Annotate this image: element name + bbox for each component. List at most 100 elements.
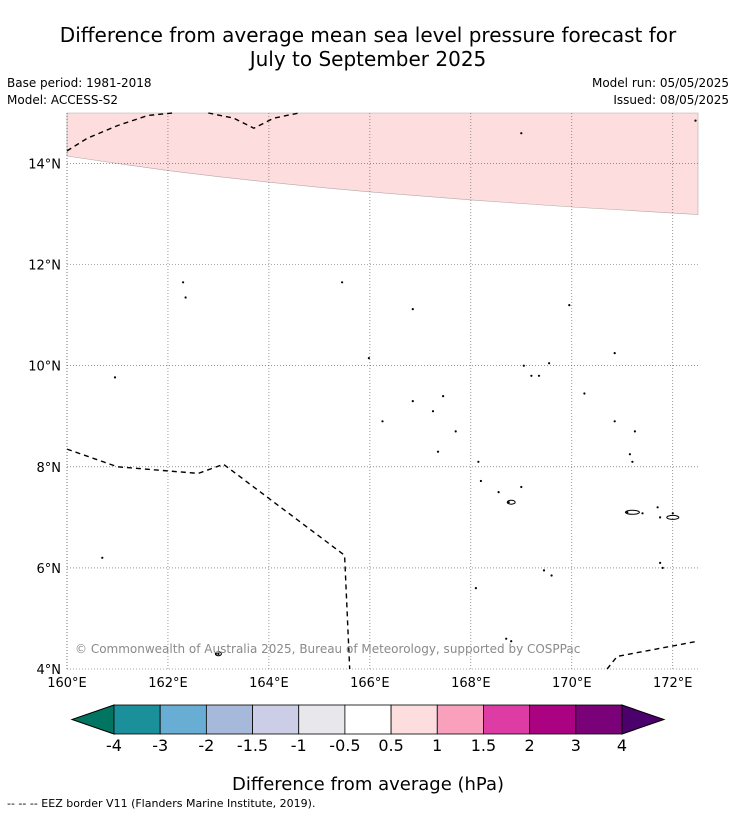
map-plot-area: 160°E 162°E 164°E 166°E 168°E 170°E 172°E 4°N 6°… (28, 112, 699, 691)
atoll-outline (666, 514, 680, 520)
longitude-tick-label: 168°E (451, 676, 491, 691)
island-coastline (381, 420, 384, 423)
island-coastline (436, 450, 440, 453)
colorbar-tick-label: 0.5 (378, 736, 403, 755)
colorbar-max-arrow (621, 704, 666, 735)
eez-footnote: -- -- -- EEZ border V11 (Flanders Marine… (7, 797, 316, 810)
colorbar-tick-label: 1 (432, 736, 442, 755)
island-coastline (411, 308, 414, 311)
colorbar-tick-label: -0.5 (329, 736, 360, 755)
island-coastline (479, 479, 482, 483)
latitude-tick-label: 12°N (28, 259, 61, 274)
island-coastline (182, 281, 185, 284)
eez-border-line (66, 112, 174, 152)
colorbar-swatch (483, 704, 531, 735)
island-coastline (477, 460, 480, 463)
forecast-map: 160°E 162°E 164°E 166°E 168°E 170°E 172°E 4°N 6°… (28, 112, 699, 755)
colorbar-swatch (390, 704, 438, 735)
colorbar-swatch (298, 704, 346, 735)
island-coastline (474, 587, 477, 590)
colorbar-tick-label: 4 (617, 736, 627, 755)
latitude-tick-label: 6°N (37, 562, 62, 577)
island-coastline (367, 357, 370, 360)
atoll-outline (506, 499, 516, 505)
island-coastline (661, 566, 664, 570)
colorbar-label: Difference from average (hPa) (231, 774, 505, 795)
island-coastline (507, 501, 510, 504)
latitude-tick-label: 10°N (28, 360, 61, 375)
island-coastline (631, 460, 634, 463)
island-coastline (530, 374, 533, 377)
island-coastline (659, 516, 662, 519)
atoll-outline (624, 509, 640, 515)
colorbar-swatch (344, 704, 392, 735)
colorbar-swatch (436, 704, 484, 735)
colorbar-swatch (252, 704, 300, 735)
island-coastline (522, 364, 525, 367)
latitude-tick-label: 4°N (37, 663, 62, 678)
longitude-tick-label: 160°E (47, 676, 87, 691)
copyright-notice: © Commonwealth of Australia 2025, Bureau… (75, 642, 581, 656)
island-coastline (626, 511, 629, 514)
island-coastline (510, 640, 513, 643)
island-coastline (505, 637, 508, 640)
eez-border-line (606, 640, 699, 670)
island-coastline (694, 119, 697, 122)
latitude-tick-label: 14°N (28, 158, 61, 173)
colorbar-tick-label: -3 (152, 736, 168, 755)
island-coastline (550, 574, 553, 577)
colorbar-swatch (205, 704, 253, 735)
colorbar-swatch (159, 704, 207, 735)
colorbar-swatch (529, 704, 577, 735)
island-coastline (542, 569, 546, 572)
island-coastline (431, 410, 435, 413)
island-coastline (583, 392, 586, 395)
colorbar: -4 -3 -2 -1.5 -1 -0.5 0.5 1 1.5 2 3 4 (70, 704, 666, 755)
eez-border-line (66, 448, 351, 670)
eez-border-line (208, 112, 300, 129)
island-coastline (613, 352, 616, 355)
island-coastline (659, 561, 662, 565)
island-coastline (497, 491, 500, 494)
colorbar-tick-label: 3 (571, 736, 581, 755)
chart-title-line-2: July to September 2025 (249, 47, 487, 71)
atoll-outline (214, 651, 222, 657)
issued-date: Issued: 08/05/2025 (613, 93, 729, 107)
colorbar-tick-label: -1 (291, 736, 307, 755)
island-coastline (568, 304, 571, 307)
longitude-tick-label: 166°E (350, 676, 390, 691)
island-coastline (217, 652, 220, 655)
island-coastline (633, 430, 637, 433)
longitude-tick-label: 164°E (249, 676, 289, 691)
model-run-date: Model run: 05/05/2025 (591, 76, 729, 90)
colorbar-min-arrow (70, 704, 115, 735)
chart-title-line-1: Difference from average mean sea level p… (59, 23, 677, 47)
latitude-tick-label: 8°N (37, 461, 62, 476)
base-period: Base period: 1981-2018 (7, 76, 152, 90)
island-coastline (113, 376, 117, 379)
island-coastline (454, 430, 457, 433)
island-coastline (520, 485, 523, 489)
longitude-tick-label: 172°E (653, 676, 693, 691)
island-coastline (341, 281, 344, 284)
longitude-tick-label: 162°E (148, 676, 188, 691)
island-coastline (613, 420, 616, 423)
colorbar-tick-label: -4 (106, 736, 122, 755)
island-coastline (442, 395, 445, 398)
colorbar-tick-label: -1.5 (237, 736, 268, 755)
island-coastline (671, 512, 674, 515)
island-coastline (101, 556, 104, 559)
island-coastline (628, 453, 632, 456)
island-coastline (411, 400, 414, 403)
colorbar-swatch (575, 704, 623, 735)
colorbar-swatch (113, 704, 161, 735)
island-coastline (656, 506, 659, 509)
longitude-tick-label: 170°E (552, 676, 592, 691)
colorbar-tick-label: 2 (525, 736, 535, 755)
island-coastline (520, 132, 523, 135)
island-coastline (548, 362, 551, 365)
island-coastline (184, 296, 187, 299)
model-name: Model: ACCESS-S2 (7, 93, 119, 107)
colorbar-tick-label: 1.5 (471, 736, 496, 755)
island-coastline (537, 374, 541, 377)
